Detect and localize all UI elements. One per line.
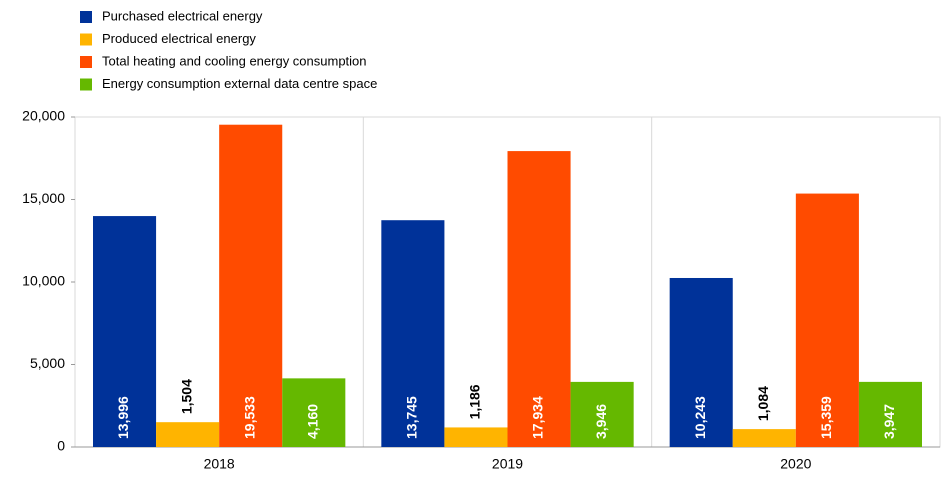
- data-label: 1,084: [755, 386, 771, 421]
- data-label: 10,243: [692, 396, 708, 439]
- bar: [444, 427, 508, 447]
- x-tick-label: 2019: [492, 456, 523, 472]
- data-label: 13,745: [404, 396, 420, 439]
- x-tick-label: 2018: [204, 456, 235, 472]
- bar: [795, 193, 859, 447]
- bar: [93, 216, 157, 447]
- legend-swatch: [80, 11, 92, 23]
- y-tick-label: 10,000: [22, 273, 65, 289]
- data-label: 3,946: [593, 404, 609, 439]
- legend-label: Total heating and cooling energy consump…: [102, 53, 367, 68]
- data-label: 13,996: [115, 396, 131, 439]
- y-tick-label: 20,000: [22, 108, 65, 124]
- bar: [219, 124, 283, 447]
- bar: [156, 422, 220, 447]
- bar: [570, 381, 634, 447]
- data-label: 17,934: [530, 396, 546, 439]
- legend-label: Purchased electrical energy: [102, 8, 263, 23]
- bar: [669, 277, 733, 447]
- legend-swatch: [80, 33, 92, 46]
- y-tick-label: 15,000: [22, 190, 65, 206]
- bar: [507, 151, 571, 448]
- legend-label: Produced electrical energy: [102, 31, 256, 46]
- legend-label: Energy consumption external data centre …: [102, 76, 377, 91]
- bar: [732, 429, 796, 447]
- legend-swatch: [80, 78, 92, 91]
- legend-swatch: [80, 56, 92, 68]
- y-tick-label: 5,000: [30, 355, 65, 371]
- data-label: 1,186: [467, 384, 483, 419]
- data-label: 15,359: [818, 396, 834, 439]
- bar: [858, 381, 922, 447]
- data-label: 1,504: [178, 379, 194, 414]
- data-label: 3,947: [881, 404, 897, 439]
- x-tick-label: 2020: [780, 456, 811, 472]
- bar: [282, 378, 346, 447]
- data-label: 4,160: [304, 404, 320, 439]
- bar: [381, 220, 445, 447]
- data-label: 19,533: [241, 396, 257, 439]
- y-tick-label: 0: [57, 438, 65, 454]
